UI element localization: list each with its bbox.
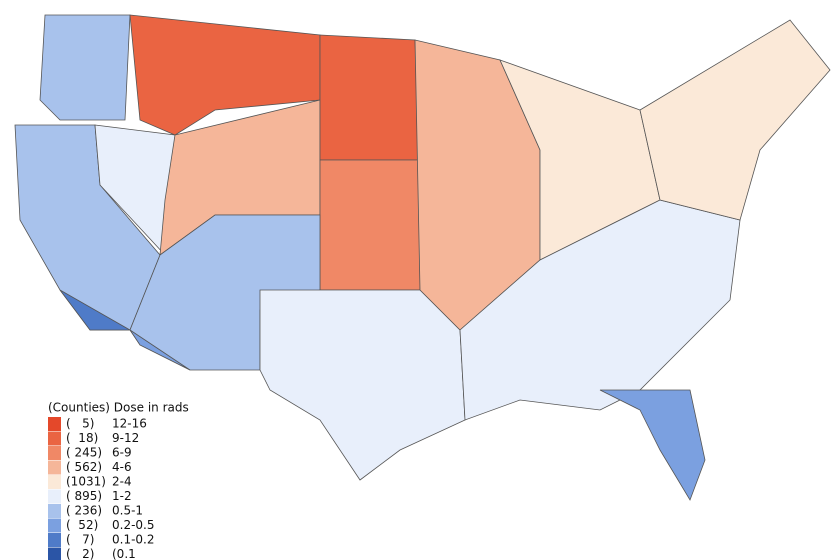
legend-swatch [48,547,61,560]
legend-range: 4-6 [112,460,132,474]
legend-swatch [48,475,61,489]
legend-count: ( 895) [66,489,102,503]
legend-count: ( 18) [66,431,98,445]
region [59,289,132,331]
legend-count: (1031) [66,475,106,489]
legend-range: 1-2 [112,489,132,503]
region [319,34,421,161]
legend-swatch [48,460,61,475]
legend-count: ( 7) [66,533,94,547]
legend-swatch [48,431,61,446]
legend-range: 0.5-1 [112,504,143,518]
legend-range: 0.2-0.5 [112,518,155,532]
legend-swatch [48,489,61,504]
region [129,329,191,371]
region [319,159,421,291]
legend-swatch [48,417,61,431]
legend-swatch [48,533,61,547]
region [639,19,831,221]
legend-range: 9-12 [112,431,139,445]
legend-range: 0.1-0.2 [112,533,155,547]
legend-swatch [48,518,61,533]
region [459,199,741,421]
legend-range: 12-16 [112,417,147,431]
legend-count: ( 236) [66,504,102,518]
legend-count: ( 52) [66,518,98,532]
legend-swatch [48,446,61,460]
legend-count: ( 2) [66,547,94,560]
legend-range: (0.1 [112,547,136,560]
legend-swatch [48,504,61,518]
region [39,14,131,121]
legend-range: 6-9 [112,446,132,460]
legend-count: ( 245) [66,446,102,460]
legend-title: (Counties) Dose in rads [48,401,189,415]
legend-count: ( 5) [66,417,94,431]
map [14,14,831,501]
legend-range: 2-4 [112,475,132,489]
legend-count: ( 562) [66,460,102,474]
region [259,289,466,481]
region [599,389,706,501]
